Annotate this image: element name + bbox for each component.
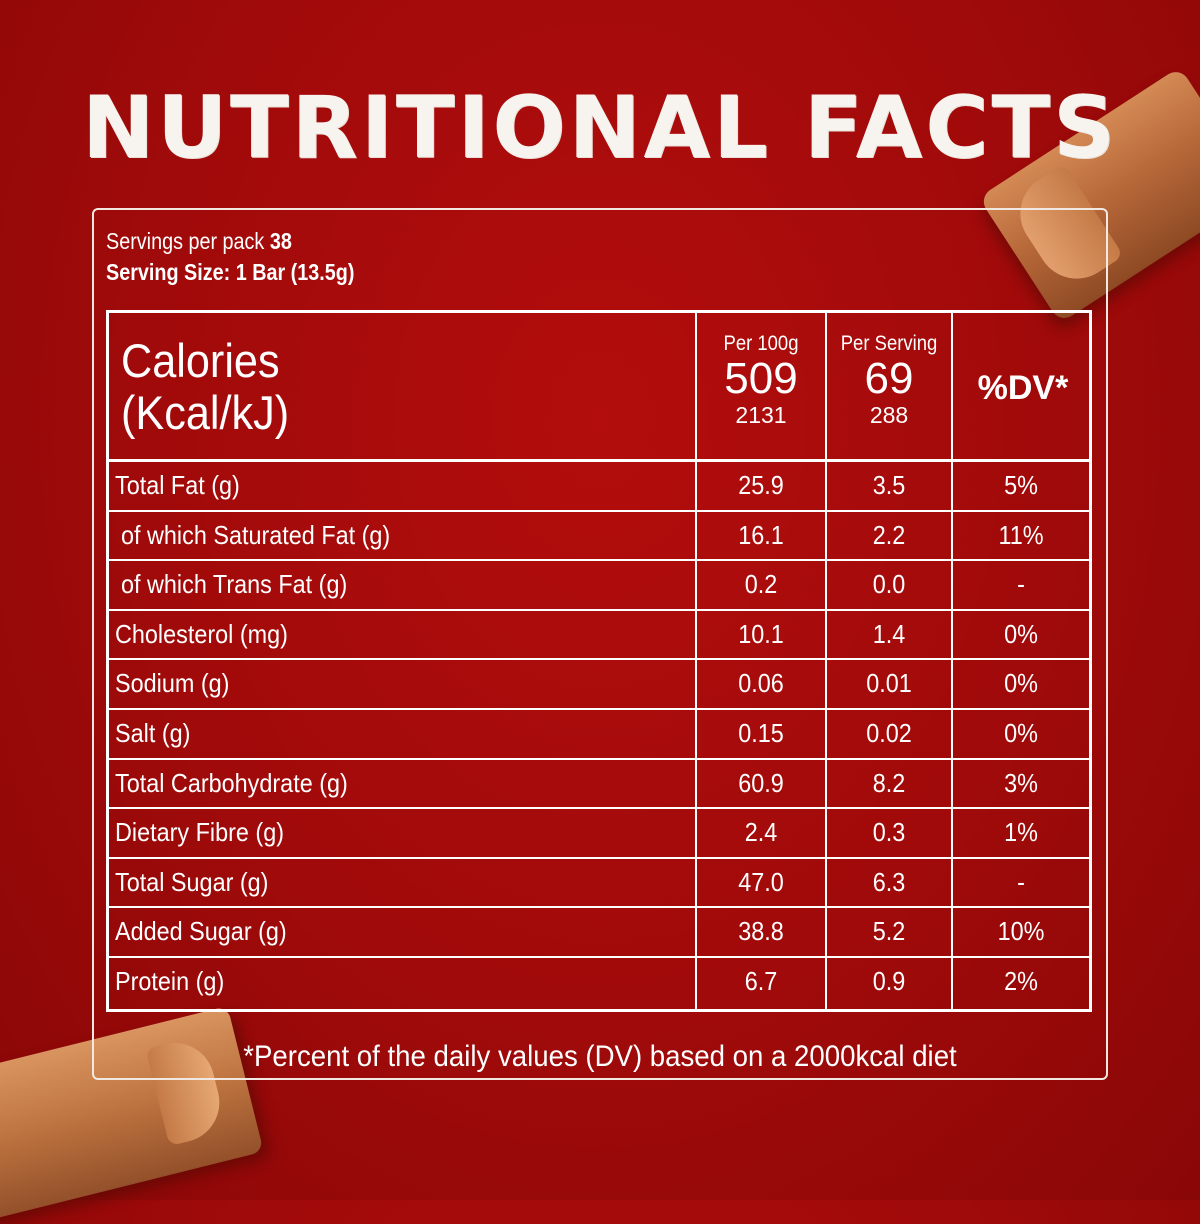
calories-label-line1: Calories bbox=[121, 334, 280, 387]
per-serving-value: 5.2 bbox=[872, 916, 906, 947]
per-100g-value: 47.0 bbox=[738, 866, 784, 897]
table-row: Protein (g) 6.7 0.9 2% bbox=[109, 958, 1089, 1008]
dv-value: 2% bbox=[1004, 966, 1038, 996]
servings-per-pack: Servings per pack 38 bbox=[106, 226, 354, 257]
servings-per-pack-label: Servings per pack bbox=[106, 228, 265, 254]
per-serving-value: 2.2 bbox=[872, 519, 906, 550]
per-100g-value: 16.1 bbox=[738, 519, 784, 550]
dv-value: - bbox=[1017, 866, 1025, 897]
footnote: *Percent of the daily values (DV) based … bbox=[243, 1040, 957, 1073]
dv-value: 5% bbox=[1004, 470, 1038, 500]
per-100g-value: 25.9 bbox=[738, 470, 784, 500]
nutrient-label: Sodium (g) bbox=[115, 668, 230, 699]
per-100g-value: 0.2 bbox=[744, 569, 778, 600]
table-row: Total Carbohydrate (g) 60.9 8.2 3% bbox=[109, 760, 1089, 810]
servings-info: Servings per pack 38 Serving Size: 1 Bar… bbox=[106, 226, 354, 288]
nutrient-label: Dietary Fibre (g) bbox=[115, 817, 285, 848]
per-serving-value: 3.5 bbox=[872, 470, 906, 500]
calories-label-line2: (Kcal/kJ) bbox=[121, 386, 290, 439]
nutrition-table: Calories (Kcal/kJ) Per 100g 509 2131 Per… bbox=[106, 310, 1092, 1012]
nutrient-label: of which Saturated Fat (g) bbox=[121, 519, 391, 550]
table-row: Total Fat (g) 25.9 3.5 5% bbox=[109, 462, 1089, 512]
table-row: Dietary Fibre (g) 2.4 0.3 1% bbox=[109, 809, 1089, 859]
table-row: Salt (g) 0.15 0.02 0% bbox=[109, 710, 1089, 760]
outer-frame bbox=[92, 208, 1108, 1080]
column-divider bbox=[825, 313, 827, 1012]
table-row: Sodium (g) 0.06 0.01 0% bbox=[109, 660, 1089, 710]
dv-value: 10% bbox=[997, 916, 1045, 947]
per-100g-value: 6.7 bbox=[744, 966, 778, 996]
per-100g-value: 10.1 bbox=[738, 618, 784, 649]
column-divider bbox=[695, 313, 697, 1012]
per-serving-value: 0.01 bbox=[866, 668, 912, 699]
nutrient-label: of which Trans Fat (g) bbox=[121, 569, 348, 600]
per-100g-value: 60.9 bbox=[738, 767, 784, 798]
page-title: NUTRITIONAL FACTS bbox=[82, 78, 1118, 178]
serving-size: Serving Size: 1 Bar (13.5g) bbox=[106, 257, 354, 288]
per-serving-value: 0.0 bbox=[872, 569, 906, 600]
table-row: Total Sugar (g) 47.0 6.3 - bbox=[109, 859, 1089, 909]
per-100g-kcal: 509 bbox=[724, 354, 798, 403]
dv-value: 11% bbox=[998, 519, 1044, 550]
nutrient-label: Total Fat (g) bbox=[115, 470, 240, 500]
dv-header: %DV* bbox=[977, 369, 1069, 407]
dv-value: 0% bbox=[1004, 618, 1038, 649]
nutrient-label: Cholesterol (mg) bbox=[115, 618, 288, 649]
dv-value: 1% bbox=[1004, 817, 1038, 848]
dv-value: 0% bbox=[1004, 718, 1038, 748]
per-100g-kj: 2131 bbox=[735, 402, 787, 428]
calories-label: Calories (Kcal/kJ) bbox=[121, 335, 289, 439]
nutrient-label: Added Sugar (g) bbox=[115, 916, 287, 947]
per-100g-value: 2.4 bbox=[744, 817, 778, 848]
per-serving-value: 1.4 bbox=[872, 618, 906, 649]
table-row: Cholesterol (mg) 10.1 1.4 0% bbox=[109, 611, 1089, 661]
per-serving-value: 0.9 bbox=[872, 966, 906, 996]
per-100g-value: 0.06 bbox=[738, 668, 784, 699]
table-header-row: Calories (Kcal/kJ) Per 100g 509 2131 Per… bbox=[109, 313, 1089, 462]
dv-value: 3% bbox=[1004, 767, 1038, 798]
nutrient-label: Salt (g) bbox=[115, 718, 191, 748]
serving-size-text: Serving Size: 1 Bar (13.5g) bbox=[106, 259, 355, 285]
per-serving-header: Per Serving 69 288 bbox=[827, 331, 951, 429]
table-row: of which Saturated Fat (g) 16.1 2.2 11% bbox=[109, 512, 1089, 562]
per-100g-value: 38.8 bbox=[738, 916, 784, 947]
per-serving-value: 6.3 bbox=[872, 866, 906, 897]
per-serving-kcal: 69 bbox=[864, 354, 914, 403]
table-row: of which Trans Fat (g) 0.2 0.0 - bbox=[109, 561, 1089, 611]
per-100g-header: Per 100g 509 2131 bbox=[697, 331, 825, 429]
per-serving-value: 0.02 bbox=[866, 718, 912, 748]
per-serving-label: Per Serving bbox=[840, 332, 938, 355]
per-serving-value: 8.2 bbox=[872, 767, 906, 798]
nutrient-label: Total Sugar (g) bbox=[115, 866, 269, 897]
per-100g-value: 0.15 bbox=[738, 718, 784, 748]
per-serving-value: 0.3 bbox=[872, 817, 906, 848]
column-divider bbox=[951, 313, 953, 1012]
nutrient-label: Protein (g) bbox=[115, 966, 225, 996]
servings-per-pack-value: 38 bbox=[269, 228, 292, 254]
dv-value: 0% bbox=[1004, 668, 1038, 699]
table-row: Added Sugar (g) 38.8 5.2 10% bbox=[109, 908, 1089, 958]
dv-value: - bbox=[1017, 569, 1025, 600]
per-100g-label: Per 100g bbox=[723, 332, 799, 355]
nutrient-label: Total Carbohydrate (g) bbox=[115, 767, 348, 798]
per-serving-kj: 288 bbox=[869, 402, 909, 428]
